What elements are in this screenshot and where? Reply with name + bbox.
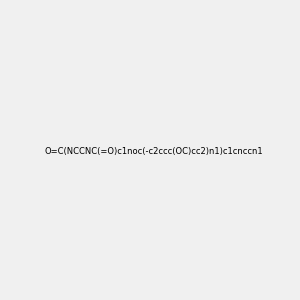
Text: O=C(NCCNC(=O)c1noc(-c2ccc(OC)cc2)n1)c1cnccn1: O=C(NCCNC(=O)c1noc(-c2ccc(OC)cc2)n1)c1cn…	[44, 147, 263, 156]
